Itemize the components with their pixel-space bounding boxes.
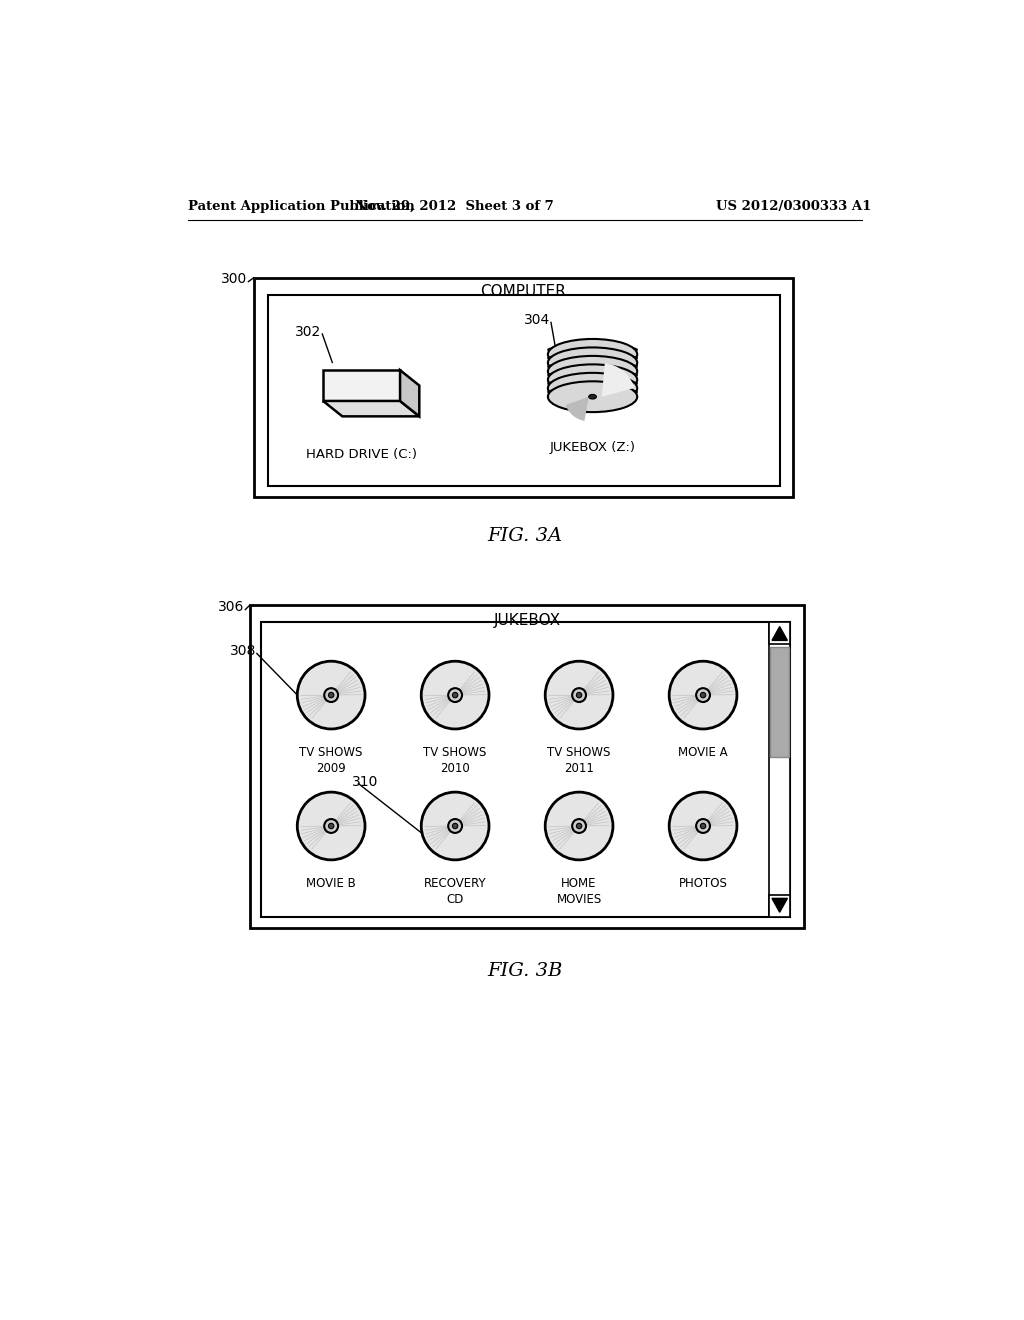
Polygon shape xyxy=(772,627,787,640)
Text: FIG. 3A: FIG. 3A xyxy=(487,527,562,545)
Ellipse shape xyxy=(548,354,637,363)
Text: Nov. 29, 2012  Sheet 3 of 7: Nov. 29, 2012 Sheet 3 of 7 xyxy=(354,199,553,213)
Text: HARD DRIVE (C:): HARD DRIVE (C:) xyxy=(306,449,417,462)
Ellipse shape xyxy=(669,792,737,859)
Ellipse shape xyxy=(577,824,582,829)
Polygon shape xyxy=(769,622,791,917)
Ellipse shape xyxy=(700,824,706,829)
Ellipse shape xyxy=(696,688,710,702)
Text: 308: 308 xyxy=(229,644,256,659)
Text: JUKEBOX: JUKEBOX xyxy=(494,612,561,628)
Text: 300: 300 xyxy=(221,272,248,286)
Ellipse shape xyxy=(548,347,637,379)
Ellipse shape xyxy=(548,379,637,388)
Ellipse shape xyxy=(572,818,586,833)
Ellipse shape xyxy=(589,360,596,366)
Text: MOVIE A: MOVIE A xyxy=(678,746,728,759)
Ellipse shape xyxy=(589,352,596,356)
Ellipse shape xyxy=(449,688,462,702)
Text: TV SHOWS
2011: TV SHOWS 2011 xyxy=(548,746,610,775)
Text: 304: 304 xyxy=(524,313,550,327)
Ellipse shape xyxy=(548,339,637,370)
Text: RECOVERY
CD: RECOVERY CD xyxy=(424,876,486,906)
Ellipse shape xyxy=(421,792,489,859)
Text: COMPUTER: COMPUTER xyxy=(480,284,566,300)
Polygon shape xyxy=(769,895,791,917)
Ellipse shape xyxy=(548,356,637,387)
Polygon shape xyxy=(772,899,787,912)
Ellipse shape xyxy=(421,661,489,729)
Ellipse shape xyxy=(572,688,586,702)
Ellipse shape xyxy=(545,661,613,729)
Ellipse shape xyxy=(325,688,338,702)
Text: JUKEBOX (Z:): JUKEBOX (Z:) xyxy=(550,441,636,454)
Ellipse shape xyxy=(669,661,737,729)
Polygon shape xyxy=(400,370,419,416)
Ellipse shape xyxy=(545,792,613,859)
Ellipse shape xyxy=(453,693,458,698)
Text: FIG. 3B: FIG. 3B xyxy=(487,962,562,979)
Text: TV SHOWS
2010: TV SHOWS 2010 xyxy=(424,746,486,775)
Ellipse shape xyxy=(700,693,706,698)
Text: HOME
MOVIES: HOME MOVIES xyxy=(556,876,602,906)
Ellipse shape xyxy=(329,824,334,829)
Text: PHOTOS: PHOTOS xyxy=(679,876,727,890)
Ellipse shape xyxy=(589,385,596,391)
Text: 310: 310 xyxy=(352,775,379,789)
Text: 302: 302 xyxy=(295,325,322,339)
Ellipse shape xyxy=(589,370,596,374)
Ellipse shape xyxy=(696,818,710,833)
Polygon shape xyxy=(770,647,788,758)
Ellipse shape xyxy=(548,371,637,380)
Text: MOVIE B: MOVIE B xyxy=(306,876,356,890)
Polygon shape xyxy=(323,401,419,416)
Ellipse shape xyxy=(325,818,338,833)
Ellipse shape xyxy=(589,395,596,399)
Polygon shape xyxy=(769,622,791,644)
Polygon shape xyxy=(323,370,400,401)
Ellipse shape xyxy=(548,381,637,412)
Ellipse shape xyxy=(589,378,596,381)
Ellipse shape xyxy=(548,372,637,404)
Wedge shape xyxy=(602,363,634,397)
Ellipse shape xyxy=(453,824,458,829)
Ellipse shape xyxy=(329,693,334,698)
Ellipse shape xyxy=(548,388,637,397)
Wedge shape xyxy=(565,397,589,421)
Ellipse shape xyxy=(449,818,462,833)
Ellipse shape xyxy=(548,364,637,395)
Ellipse shape xyxy=(548,362,637,371)
Ellipse shape xyxy=(297,792,365,859)
Text: 306: 306 xyxy=(218,601,245,614)
Text: Patent Application Publication: Patent Application Publication xyxy=(188,199,415,213)
Text: TV SHOWS
2009: TV SHOWS 2009 xyxy=(299,746,362,775)
Ellipse shape xyxy=(577,693,582,698)
Text: US 2012/0300333 A1: US 2012/0300333 A1 xyxy=(716,199,871,213)
Ellipse shape xyxy=(297,661,365,729)
Ellipse shape xyxy=(548,345,637,354)
